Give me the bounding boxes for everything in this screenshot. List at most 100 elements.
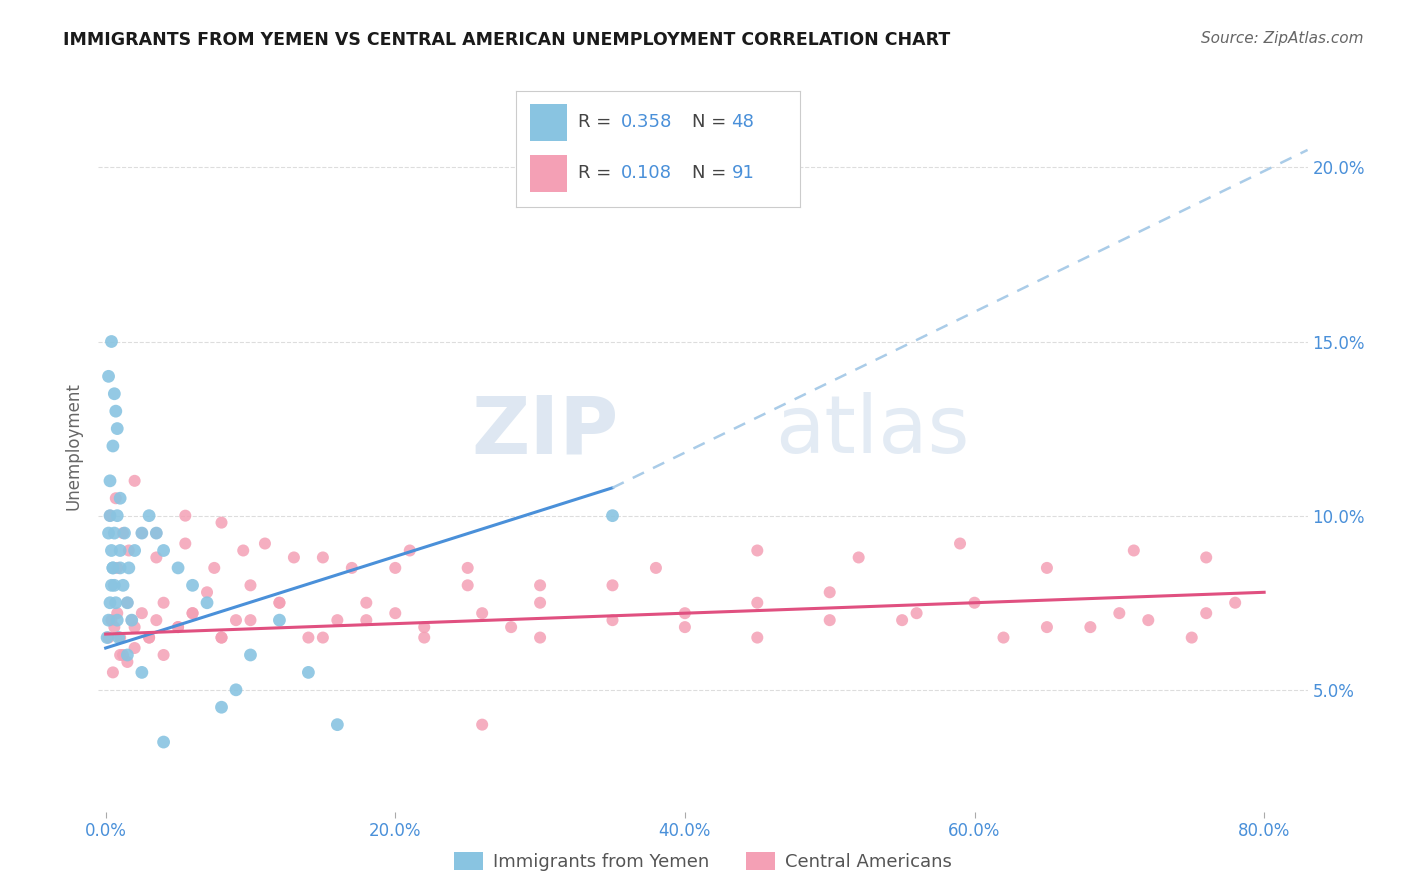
Point bbox=[529, 631, 551, 645]
Point bbox=[105, 561, 128, 575]
Point bbox=[96, 631, 118, 645]
Point bbox=[326, 613, 349, 627]
Point bbox=[253, 536, 276, 550]
Point bbox=[413, 631, 436, 645]
Point bbox=[108, 648, 131, 662]
Point bbox=[98, 508, 121, 523]
Point bbox=[356, 596, 378, 610]
Point bbox=[104, 404, 127, 418]
Point bbox=[269, 613, 291, 627]
Point bbox=[108, 491, 131, 506]
Point bbox=[211, 631, 233, 645]
Point bbox=[103, 578, 125, 592]
Point bbox=[152, 735, 174, 749]
Point bbox=[112, 578, 135, 592]
Point bbox=[818, 585, 841, 599]
Point bbox=[117, 596, 139, 610]
Point bbox=[818, 613, 841, 627]
Point bbox=[1036, 561, 1059, 575]
Point bbox=[239, 578, 262, 592]
Point bbox=[131, 606, 153, 620]
Point bbox=[673, 606, 696, 620]
Point bbox=[117, 655, 139, 669]
Point bbox=[181, 606, 204, 620]
Point bbox=[145, 526, 167, 541]
Point bbox=[108, 631, 131, 645]
Point bbox=[104, 491, 127, 506]
Point bbox=[471, 717, 494, 731]
Point bbox=[105, 508, 128, 523]
Point bbox=[501, 620, 523, 634]
Point bbox=[98, 508, 121, 523]
Point bbox=[131, 526, 153, 541]
Point bbox=[283, 550, 305, 565]
Point bbox=[413, 620, 436, 634]
Point bbox=[225, 682, 247, 697]
Point bbox=[152, 543, 174, 558]
Point bbox=[103, 620, 125, 634]
Point bbox=[211, 516, 233, 530]
Point bbox=[211, 631, 233, 645]
Point bbox=[97, 526, 120, 541]
Point bbox=[97, 631, 120, 645]
Point bbox=[108, 543, 131, 558]
Point bbox=[97, 613, 120, 627]
Point bbox=[905, 606, 928, 620]
Point bbox=[121, 613, 143, 627]
Point bbox=[195, 596, 218, 610]
Point bbox=[124, 640, 146, 655]
Point bbox=[993, 631, 1015, 645]
Point bbox=[225, 613, 247, 627]
Point bbox=[312, 550, 335, 565]
Point bbox=[101, 561, 124, 575]
Point bbox=[384, 561, 406, 575]
Point bbox=[1036, 620, 1059, 634]
Point bbox=[1195, 606, 1218, 620]
Point bbox=[97, 369, 120, 384]
Point bbox=[1108, 606, 1130, 620]
Point bbox=[114, 526, 136, 541]
Point bbox=[1181, 631, 1204, 645]
Point bbox=[232, 543, 254, 558]
Point bbox=[747, 631, 769, 645]
Point bbox=[848, 550, 870, 565]
Point bbox=[269, 596, 291, 610]
Point bbox=[98, 474, 121, 488]
Point bbox=[673, 620, 696, 634]
Point bbox=[124, 620, 146, 634]
Point bbox=[747, 543, 769, 558]
Point bbox=[100, 543, 122, 558]
Point bbox=[117, 596, 139, 610]
Point bbox=[602, 508, 624, 523]
Point bbox=[100, 613, 122, 627]
Point bbox=[167, 620, 190, 634]
Point bbox=[112, 648, 135, 662]
Point bbox=[471, 606, 494, 620]
Point bbox=[101, 439, 124, 453]
Point bbox=[105, 421, 128, 435]
Point bbox=[1122, 543, 1144, 558]
Point bbox=[105, 606, 128, 620]
Point bbox=[105, 613, 128, 627]
Point bbox=[211, 700, 233, 714]
Point bbox=[1137, 613, 1160, 627]
Point bbox=[104, 596, 127, 610]
Point bbox=[100, 334, 122, 349]
Point bbox=[124, 543, 146, 558]
Point bbox=[121, 613, 143, 627]
Point bbox=[112, 526, 135, 541]
Point bbox=[108, 561, 131, 575]
Point bbox=[98, 596, 121, 610]
Point bbox=[101, 665, 124, 680]
Y-axis label: Unemployment: Unemployment bbox=[65, 382, 83, 510]
Point bbox=[131, 526, 153, 541]
Point bbox=[145, 613, 167, 627]
Point bbox=[269, 596, 291, 610]
Point bbox=[195, 585, 218, 599]
Point bbox=[340, 561, 363, 575]
Legend: Immigrants from Yemen, Central Americans: Immigrants from Yemen, Central Americans bbox=[447, 846, 959, 879]
Point bbox=[174, 536, 197, 550]
Point bbox=[117, 648, 139, 662]
Point bbox=[457, 578, 479, 592]
Point bbox=[891, 613, 914, 627]
